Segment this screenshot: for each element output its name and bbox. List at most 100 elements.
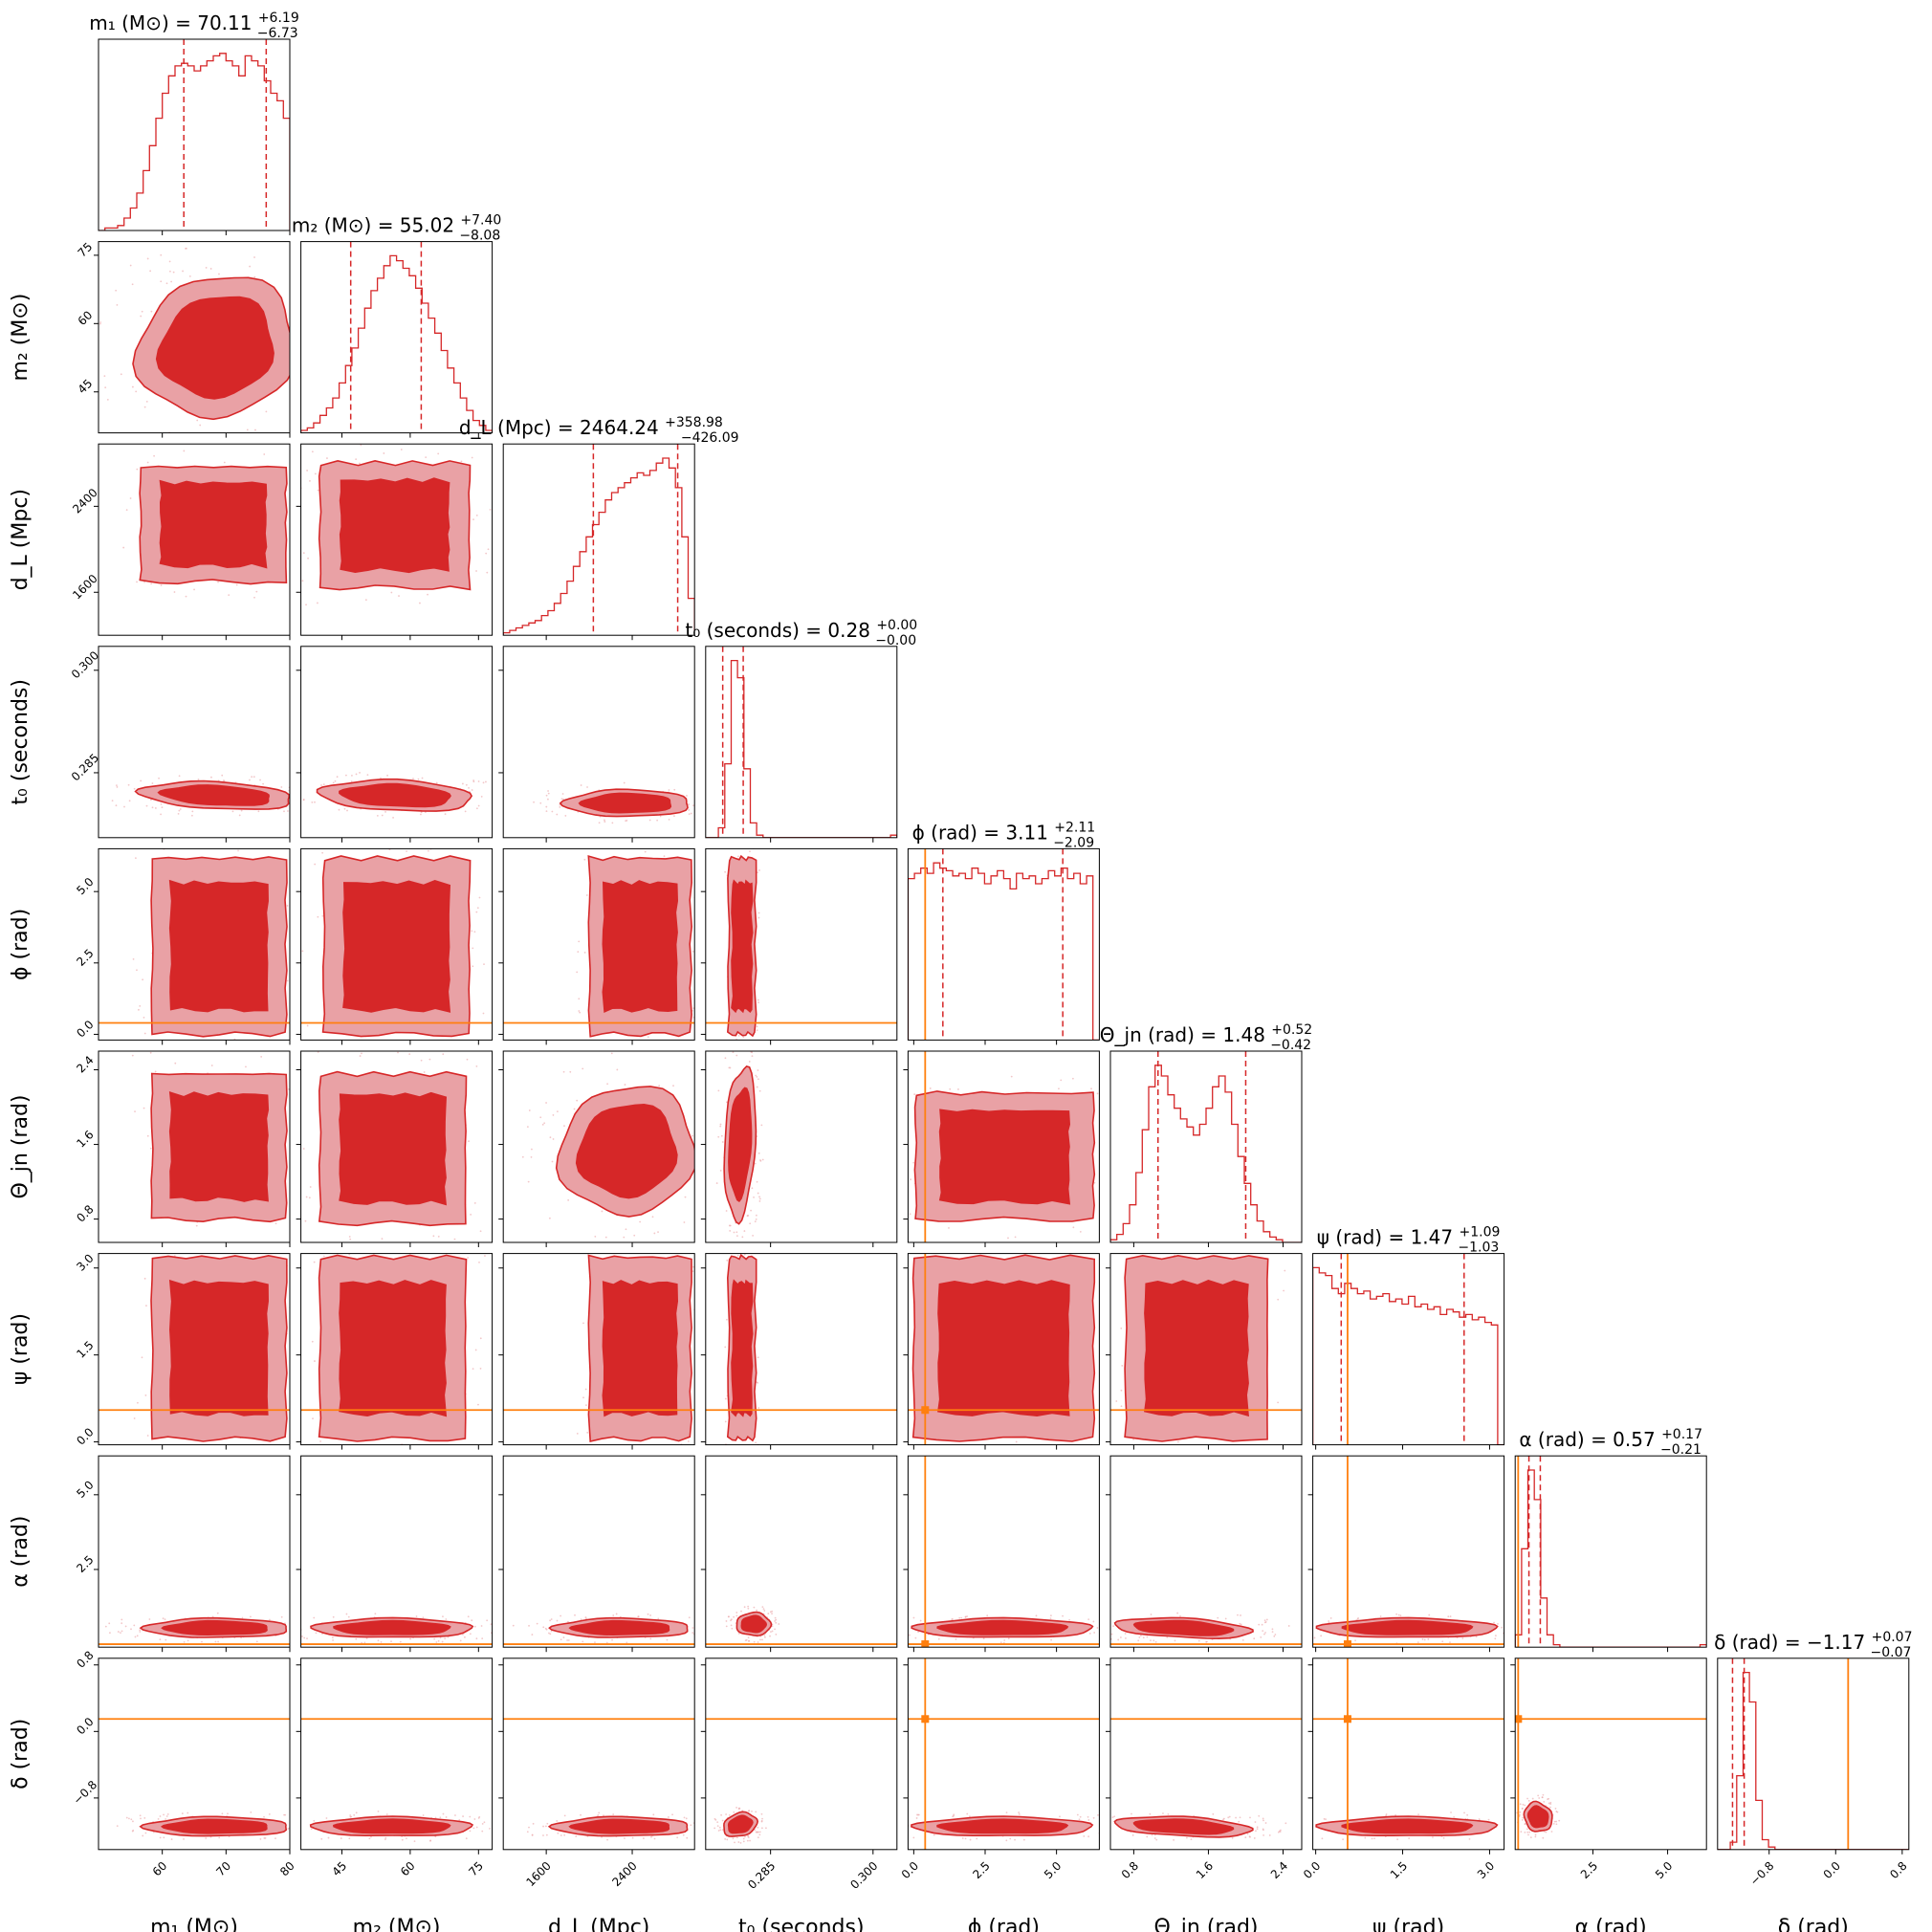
sample-point [477,780,480,782]
sample-point [756,1075,758,1078]
sample-point [421,777,424,779]
sample-point [1090,1087,1092,1090]
sample-point [976,1837,978,1840]
sample-point [696,1833,698,1835]
sample-point [775,1633,778,1636]
sample-point [688,803,691,805]
sample-point [578,1010,581,1012]
y-tick-label-m2: 45 [76,377,96,397]
sample-point [583,952,586,954]
sample-point [298,806,300,808]
sample-point [262,782,264,785]
sample-point [1197,1639,1200,1642]
sample-point [687,1440,690,1442]
sample-point [1549,1803,1552,1806]
sample-point [1096,1627,1099,1629]
sample-point [343,807,346,810]
sample-point [653,1232,656,1235]
sample-point [286,905,289,907]
title-plus-error: +7.40 [460,213,501,229]
sample-point [732,1837,735,1840]
histogram-m1 [99,53,290,231]
sample-point [1487,1818,1490,1821]
sample-point [1139,1635,1142,1636]
sample-point [384,811,386,813]
sample-point [771,1613,773,1615]
sample-point [919,1446,921,1448]
panel-frame [907,1455,1100,1648]
sample-point [444,813,447,816]
sample-point [131,385,134,388]
sample-point [104,386,107,389]
sample-point [550,1618,553,1620]
sample-point [159,1638,162,1641]
sample-point [199,424,202,427]
sample-point [322,1255,325,1258]
sample-point [754,1220,757,1223]
sample-point [309,479,311,482]
sample-point [949,1087,952,1090]
sample-point [252,776,255,779]
sample-point [761,1638,763,1641]
sample-point [128,1817,130,1820]
sample-point [606,1083,609,1086]
sample-point [695,849,697,851]
sample-point [543,1122,546,1125]
sample-point [732,1051,735,1054]
panel-t0-t0: t₀ (seconds) = 0.28 +0.00 −0.00 [685,618,917,843]
contour-inner [1341,1818,1474,1834]
sample-point [214,1640,217,1643]
sample-point [190,814,193,817]
sample-point [545,794,548,797]
contour-inner [1132,1818,1235,1835]
sample-point [1313,1636,1316,1639]
sample-point [259,1837,262,1840]
sample-point [314,1245,316,1247]
sample-point [168,260,171,263]
sample-point [726,1259,729,1262]
sample-point [297,1115,299,1117]
sample-point [374,1613,377,1615]
sample-point [633,1234,636,1237]
histogram-m2 [300,254,493,433]
sample-point [769,1635,771,1637]
sample-point [775,1621,778,1624]
sample-point [1505,1828,1507,1830]
panel-background [1110,1051,1302,1242]
sample-point [1396,1838,1399,1841]
sample-point [582,1640,584,1643]
sample-point [1009,1837,1012,1840]
sample-point [1518,1813,1521,1816]
sample-point [1371,1837,1373,1840]
sample-point [145,400,148,403]
sample-point [420,1059,423,1062]
sample-point [1087,1815,1089,1818]
histogram-psi [1312,1266,1504,1445]
sample-point [479,1230,482,1233]
sample-point [564,815,567,817]
sample-point [610,1052,613,1055]
sample-point [144,1832,147,1834]
sample-point [314,1360,316,1362]
sample-point [1249,1816,1251,1819]
panel-frame [907,847,1100,1041]
sample-point [211,1454,213,1456]
truth-marker [1102,1406,1109,1414]
sample-point [228,594,231,597]
sample-point [1526,1831,1529,1833]
sample-point [472,1827,475,1830]
sample-point [1071,1077,1074,1080]
sample-point [1240,1623,1242,1626]
sample-point [740,1610,742,1613]
sample-point [778,1623,780,1625]
sample-point [340,1837,342,1839]
sample-point [648,819,651,822]
sample-point [406,850,407,852]
histogram-title-alpha: α (rad) = 0.57 +0.17 −0.21 [1519,1427,1702,1458]
sample-point [1132,1438,1134,1440]
sample-point [1113,1815,1116,1818]
sample-point [758,1200,761,1202]
sample-point [753,1640,756,1643]
sample-point [1162,1812,1164,1814]
histogram-title-m2: m₂ (M⊙) = 55.02 +7.40 −8.08 [292,213,501,244]
